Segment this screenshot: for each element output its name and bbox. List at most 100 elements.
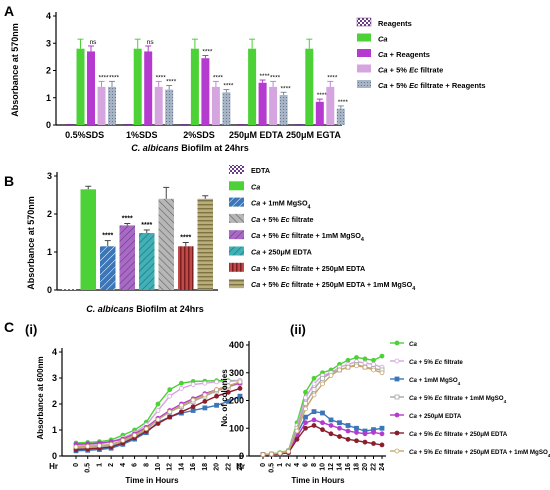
- panel-c-i-data-point: [167, 414, 173, 420]
- panel-c-i-data-point: [202, 398, 208, 404]
- panel-a-bar: [201, 58, 210, 125]
- panel-c-ii-data-point: [345, 428, 351, 434]
- panel-c-ii-data-point: [371, 362, 376, 367]
- panel-c-ii-data-point: [337, 420, 342, 426]
- panel-b-y-tick-label: 1: [47, 247, 52, 257]
- panel-c-i-data-point: [237, 385, 243, 391]
- panel-c-ii-legend-marker: [394, 412, 400, 418]
- panel-c-i-data-point: [179, 409, 184, 415]
- panel-c-i-data-point: [155, 417, 161, 423]
- panel-a-x-axis-label-rest: Biofilm at 24hrs: [179, 143, 249, 153]
- panel-a-legend-label: Reagents: [378, 19, 412, 28]
- panel-b-bar: [80, 189, 96, 290]
- panel-c-ii-data-point: [328, 431, 334, 437]
- panel-c-ii-data-point: [337, 367, 342, 373]
- panel-c-ii-y-tick-label: 200: [229, 396, 244, 406]
- panel-a-bar: [248, 48, 257, 126]
- panel-c-i-x-tick-label: 12: [167, 463, 174, 471]
- panel-a-category-label: 250μM EDTA: [229, 130, 284, 140]
- panel-c-ii-x-tick-label: 24: [379, 463, 386, 471]
- panel-c-ii-x-tick-label: 22: [371, 463, 378, 471]
- panel-b-bar: [158, 198, 174, 290]
- panel-a-x-axis-label-italic: C. albicans: [131, 143, 179, 153]
- panel-c-ii-data-point: [379, 370, 385, 376]
- panel-c-ii-legend-label: Ca + 5% Ec filtrate + 250μM EDTA + 1mM M…: [409, 449, 550, 458]
- panel-c-ii-legend-label: Ca + 250μM EDTA: [409, 413, 462, 420]
- panel-c-i-data-point: [167, 409, 173, 415]
- panel-c-i-x-tick-label: 10: [155, 463, 162, 471]
- panel-c-ii-data-point: [311, 392, 317, 398]
- panel-b-bar: [139, 233, 155, 290]
- panel-c-ii-data-point: [320, 410, 325, 416]
- panel-c-ii-data-point: [260, 452, 266, 458]
- panel-a-bar: [237, 124, 246, 125]
- panel-a-bar: [258, 82, 267, 125]
- panel-a-bar: [279, 95, 288, 125]
- panel-a-y-tick-label: 4: [46, 11, 51, 21]
- panel-c-ii-data-point: [337, 425, 342, 431]
- panel-b-significance-label: ****: [141, 222, 152, 229]
- panel-a-significance-label: ****: [166, 78, 177, 85]
- panel-c-i-x-tick-label: 4: [120, 463, 127, 467]
- panel-c-ii-y-tick-label: 100: [229, 423, 244, 433]
- panel-c-ii-legend-marker: [394, 376, 400, 382]
- panel-b-significance-label: ****: [122, 216, 133, 223]
- panel-c-ii-data-point: [303, 389, 308, 395]
- panel-b-legend-swatch: [229, 197, 244, 207]
- panel-a-bar: [144, 51, 153, 125]
- panel-c-ii-data-point: [354, 355, 359, 360]
- panel-c-i-x-tick-label: 8: [143, 463, 150, 467]
- panel-c-i-data-point: [190, 382, 196, 387]
- panel-c-ii-data-point: [362, 356, 368, 362]
- panel-c-ii-x-tick-label: 16: [345, 463, 352, 471]
- panel-a-bar: [97, 86, 106, 125]
- panel-c-ii-data-point: [303, 425, 308, 431]
- panel-a-bar: [87, 51, 95, 125]
- panel-c-ii-data-point: [277, 450, 283, 456]
- panel-b-x-axis-label-rest: Biofilm at 24hrs: [134, 304, 204, 314]
- panel-a-y-axis-label: Absorbance at 570nm: [10, 23, 20, 117]
- panel-c-i-data-point: [190, 408, 196, 413]
- panel-c-ii-data-point: [303, 400, 308, 406]
- panel-a-legend-label: Ca + 5% Ec filtrate: [378, 66, 443, 75]
- panel-c-ii-x-tick-label: 8: [311, 463, 318, 467]
- panel-c-i-x-tick-label: 22: [225, 463, 232, 471]
- panel-c-i-data-point: [214, 387, 219, 393]
- panel-a-bar: [305, 48, 314, 126]
- panel-b-y-tick-label: 2: [47, 209, 52, 219]
- panel-c-ii-x-tick-label: 2: [286, 463, 293, 467]
- panel-c-i-data-point: [179, 385, 184, 391]
- panel-c-ii-data-point: [362, 364, 368, 370]
- panel-b-bar-chart: Absorbance at 570nm C. albicans Biofilm …: [26, 165, 415, 314]
- panel-c-ii-data-point: [379, 442, 385, 448]
- panel-b-y-tick-label: 0: [47, 285, 52, 295]
- panel-c-i-y-axis-label: Absorbance at 600nm: [36, 356, 45, 439]
- panel-c-ii-legend-marker: [394, 394, 400, 400]
- panel-a-bar: [190, 48, 199, 126]
- panel-b-legend-label: Ca + 5% Ec filtrate + 1mM MgSO4: [251, 231, 364, 243]
- panel-c-i-x-tick-label: 0: [73, 463, 80, 467]
- panel-a-category-label: 2%SDS: [183, 130, 215, 140]
- panel-c-i-data-point: [97, 443, 102, 449]
- panel-c-ii-data-point: [345, 357, 351, 363]
- panel-c-ii-data-point: [379, 353, 385, 359]
- panel-b-x-axis-label-italic: C. albicans: [86, 304, 134, 314]
- panel-c-i-x-axis-label: Time in Hours: [125, 476, 179, 485]
- panel-c-i-x-tick-label: 0.5: [85, 463, 92, 473]
- panel-c-ii-data-point: [328, 373, 334, 378]
- panel-b-y-tick-label: 3: [47, 171, 52, 181]
- panel-label-c-ii: (ii): [290, 322, 306, 337]
- panel-b-legend-swatch: [229, 165, 244, 174]
- panel-a-significance-label: ns: [90, 39, 98, 46]
- panel-a-bar: [315, 101, 324, 125]
- panel-b-x-axis-label: C. albicans Biofilm at 24hrs: [86, 304, 204, 314]
- panel-a-significance-label: ns: [147, 39, 155, 46]
- panel-a-legend-swatch: [357, 80, 371, 88]
- panel-c-ii-data-point: [294, 428, 300, 434]
- panel-c-i-y-tick-label: 0: [52, 451, 57, 461]
- panel-c-ii-x-tick-label: 0: [260, 463, 267, 467]
- panel-c-i-data-point: [167, 393, 173, 399]
- panel-a-bar: [76, 48, 85, 126]
- panel-c-ii-data-point: [354, 425, 359, 431]
